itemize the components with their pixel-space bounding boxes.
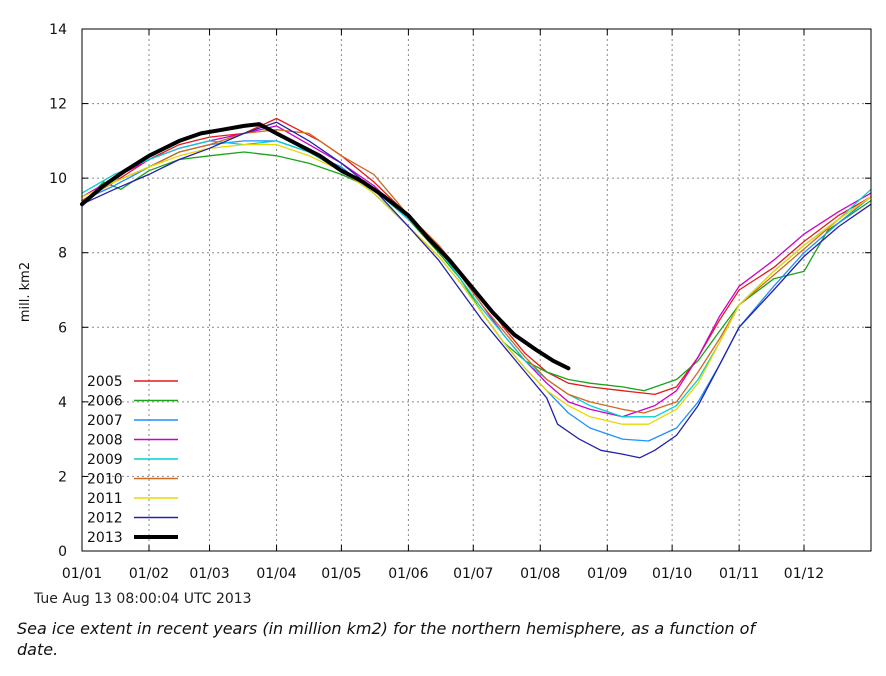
plot-frame	[81, 28, 872, 552]
series-line-2011	[81, 143, 872, 425]
series-lines	[80, 117, 872, 459]
legend-label-2005: 2005	[87, 374, 123, 390]
x-tick-label: 01/08	[520, 566, 560, 582]
y-axis-label: mill. km2	[18, 262, 33, 322]
legend-label-2012: 2012	[87, 511, 123, 527]
y-tick-label: 2	[58, 469, 67, 485]
y-axis-ticks: 0 2 4 6 8 10 12 14	[49, 22, 871, 560]
timestamp: Tue Aug 13 08:00:04 UTC 2013	[34, 591, 252, 607]
x-tick-label: 01/04	[256, 566, 296, 582]
legend-label-2008: 2008	[87, 433, 123, 449]
series-line-2005	[81, 117, 872, 396]
y-tick-label: 10	[49, 171, 67, 187]
x-tick-label: 01/09	[587, 566, 627, 582]
y-tick-label: 12	[49, 97, 67, 113]
x-tick-label: 01/07	[453, 566, 493, 582]
legend: 2005 2006 2007 2008 2009 2010 2011 2012 2013	[87, 374, 178, 546]
x-tick-label: 01/01	[62, 566, 102, 582]
legend-label-2013: 2013	[87, 530, 123, 546]
x-tick-label: 01/03	[189, 566, 229, 582]
legend-label-2007: 2007	[87, 413, 123, 429]
series-line-2006	[81, 151, 872, 392]
y-tick-label: 8	[58, 246, 67, 262]
x-tick-label: 01/11	[719, 566, 759, 582]
figure-caption: Sea ice extent in recent years (in milli…	[17, 619, 756, 659]
x-tick-label: 01/10	[652, 566, 692, 582]
y-tick-label: 4	[58, 395, 67, 411]
y-tick-label: 0	[58, 544, 67, 560]
series-line-2010	[81, 129, 872, 414]
x-axis-ticks: 01/01 01/02 01/03 01/04 01/05 01/06 01/07 01/08…	[62, 29, 824, 582]
legend-label-2011: 2011	[87, 491, 123, 507]
x-tick-label: 01/12	[784, 566, 824, 582]
x-tick-label: 01/02	[129, 566, 169, 582]
x-tick-label: 01/06	[388, 566, 428, 582]
x-tick-label: 01/05	[321, 566, 361, 582]
series-line-2012	[81, 121, 872, 459]
y-tick-label: 6	[58, 320, 67, 336]
series-line-2008	[81, 125, 872, 418]
legend-label-2006: 2006	[87, 394, 123, 410]
grid-lines	[82, 29, 871, 551]
series-line-2013	[80, 122, 571, 371]
series-line-2009	[81, 140, 872, 418]
y-tick-label: 14	[49, 22, 67, 38]
legend-label-2009: 2009	[87, 452, 123, 468]
legend-label-2010: 2010	[87, 472, 123, 488]
